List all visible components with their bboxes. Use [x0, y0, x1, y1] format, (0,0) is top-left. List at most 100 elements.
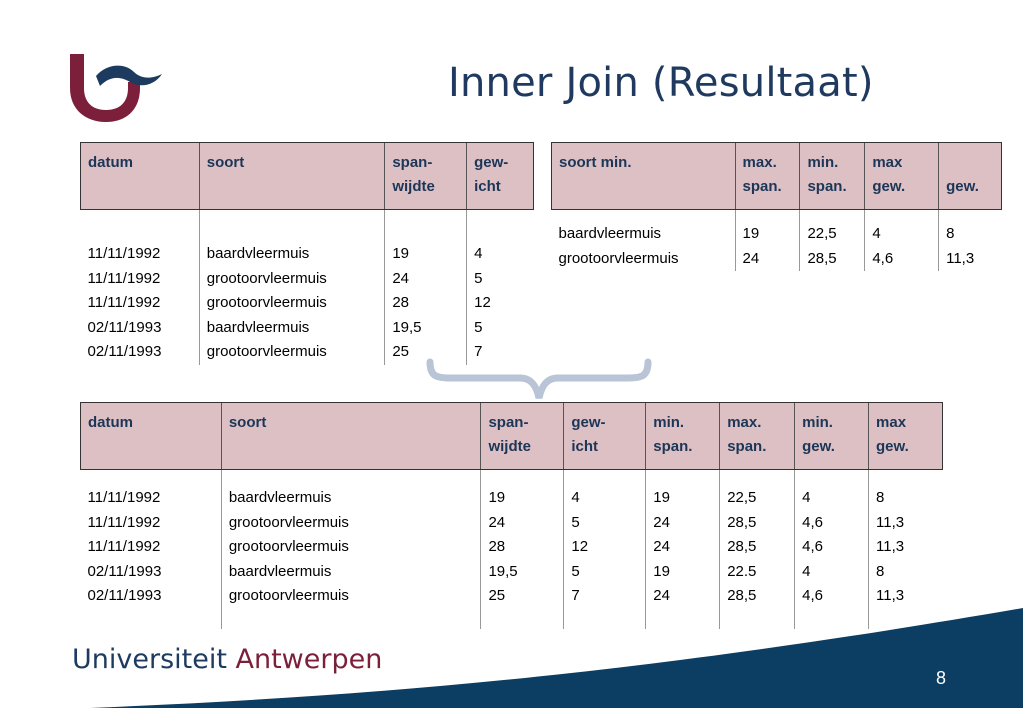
header-line: min.: [653, 414, 685, 431]
spacer-cell: [719, 469, 795, 486]
table-cell: 5: [466, 266, 534, 291]
header-line: [229, 435, 474, 459]
slide-title: Inner Join (Resultaat): [448, 60, 874, 106]
header-line: [946, 151, 994, 175]
table-row: 11/11/1992 baardvleermuis 19 4: [81, 242, 534, 267]
table-cell: 11,3: [868, 584, 943, 609]
table-cell: 4,6: [794, 535, 869, 560]
table-cell: 28: [480, 535, 564, 560]
table-cell: 02/11/1993: [87, 318, 162, 336]
table-cell: 02/11/1993: [87, 587, 162, 604]
column-header: span-wijdte: [384, 142, 467, 210]
header-line: span.: [807, 178, 847, 195]
table-cell: baardvleermuis: [220, 559, 481, 584]
table-cell: baardvleermuis: [558, 225, 662, 242]
table-cell: 19: [734, 222, 800, 247]
brand-part-2: Antwerpen: [235, 644, 383, 675]
header-line: gew.: [872, 178, 906, 195]
table-cell: 8: [938, 222, 1002, 247]
table-row: 02/11/1993 baardvleermuis 19,5 5 19 22.5 4 8: [81, 559, 943, 584]
column-header: min. span.: [645, 402, 720, 470]
table-cell: 11,3: [938, 246, 1002, 271]
header-line: min.: [807, 154, 839, 171]
table-cell: 12: [563, 535, 646, 560]
table-cell: 28: [384, 291, 467, 316]
table-cell: 4: [466, 242, 534, 267]
table-header-row: datum soort span-wijdte gew-icht min. span. ma…: [80, 402, 943, 470]
header-line: icht: [571, 438, 599, 455]
column-header: gew-icht: [466, 142, 534, 210]
spacer-cell: [734, 209, 800, 222]
table-cell: 24: [645, 584, 720, 609]
table-cell: 24: [384, 266, 467, 291]
table-cell: 19: [384, 242, 467, 267]
table-cell: 4: [864, 222, 939, 247]
column-header: min. span.: [799, 142, 865, 210]
header-line: span-: [488, 414, 529, 431]
table-cell: 5: [563, 559, 646, 584]
table-cell: 12: [466, 291, 534, 316]
column-header: min. gew.: [794, 402, 869, 470]
table-cell: 19,5: [384, 315, 467, 340]
table-row: 11/11/1992 grootoorvleermuis 28 12: [81, 291, 534, 316]
table-cell: grootoorvleermuis: [558, 249, 679, 267]
table-row: grootoorvleermuis 24 28,5 4,6 11,3: [552, 246, 1002, 271]
spacer-cell: [868, 608, 943, 629]
header-line: [207, 175, 378, 199]
header-line: gew.: [802, 438, 835, 455]
spacer-cell: [81, 470, 222, 487]
table-cell: 22,5: [719, 486, 795, 511]
table-cell: 24: [645, 535, 720, 560]
table-cell: grootoorvleermuis: [198, 266, 385, 291]
header-line: soort: [228, 414, 267, 431]
header-line: max: [876, 414, 907, 431]
table-cell: 4: [794, 559, 869, 584]
spacer-cell: [552, 210, 736, 223]
header-line: icht: [474, 178, 501, 195]
spacer-cell: [81, 210, 200, 243]
column-header: span-wijdte: [480, 402, 564, 470]
table-cell: 4: [563, 486, 646, 511]
table-cell: 4,6: [794, 510, 869, 535]
table-cell: 8: [868, 559, 943, 584]
table-row: 11/11/1992 baardvleermuis 19 4 19 22,5 4 8: [81, 486, 943, 511]
spacer-cell: [480, 608, 564, 629]
curly-brace-icon: [426, 358, 652, 399]
table-cell: 4: [794, 486, 869, 511]
spacer-cell: [719, 608, 795, 629]
footer-wave-decoration: [90, 608, 1023, 708]
column-header: gew.: [938, 142, 1002, 210]
table-header-row: datum soort span-wijdte gew-icht: [80, 142, 534, 210]
table-cell: 7: [466, 340, 534, 365]
species-table: soort min. max. span. min. span. max gew. gew. …: [551, 142, 1002, 271]
table-row: 11/11/1992 grootoorvleermuis 24 5 24 28,5 4,6 1…: [81, 510, 943, 535]
table-header-row: soort min. max. span. min. span. max gew. gew.: [551, 142, 1002, 210]
header-line: gew-: [571, 414, 606, 431]
column-header: datum: [80, 142, 200, 210]
spacer-cell: [220, 608, 481, 629]
header-line: wijdte: [392, 178, 435, 195]
table-cell: 19,5: [480, 559, 564, 584]
spacer-cell: [563, 469, 646, 486]
column-header: max. span.: [719, 402, 795, 470]
column-header: max gew.: [864, 142, 939, 210]
column-header: max gew.: [868, 402, 943, 470]
table-cell: 5: [563, 510, 646, 535]
table-cell: 11/11/1992: [87, 269, 161, 287]
table-cell: 5: [466, 315, 534, 340]
table-cell: baardvleermuis: [198, 242, 385, 267]
column-header: soort min.: [551, 142, 736, 210]
spacer-cell: [794, 469, 869, 486]
header-line: gew.: [946, 178, 979, 195]
table-cell: 28,5: [719, 510, 795, 535]
column-header: datum: [80, 402, 222, 470]
header-line: min.: [802, 414, 833, 431]
table-cell: 7: [563, 584, 646, 609]
table-row: 02/11/1993 grootoorvleermuis 25 7 24 28,5 4,6 1…: [81, 584, 943, 609]
spacer-cell: [198, 209, 385, 242]
brand-part-1: Universiteit: [72, 644, 227, 675]
header-line: max.: [742, 154, 777, 171]
observations-table: datum soort span-wijdte gew-icht 11/11/1992…: [80, 142, 534, 365]
table-cell: 4,6: [864, 246, 939, 271]
column-header: soort: [198, 142, 385, 210]
